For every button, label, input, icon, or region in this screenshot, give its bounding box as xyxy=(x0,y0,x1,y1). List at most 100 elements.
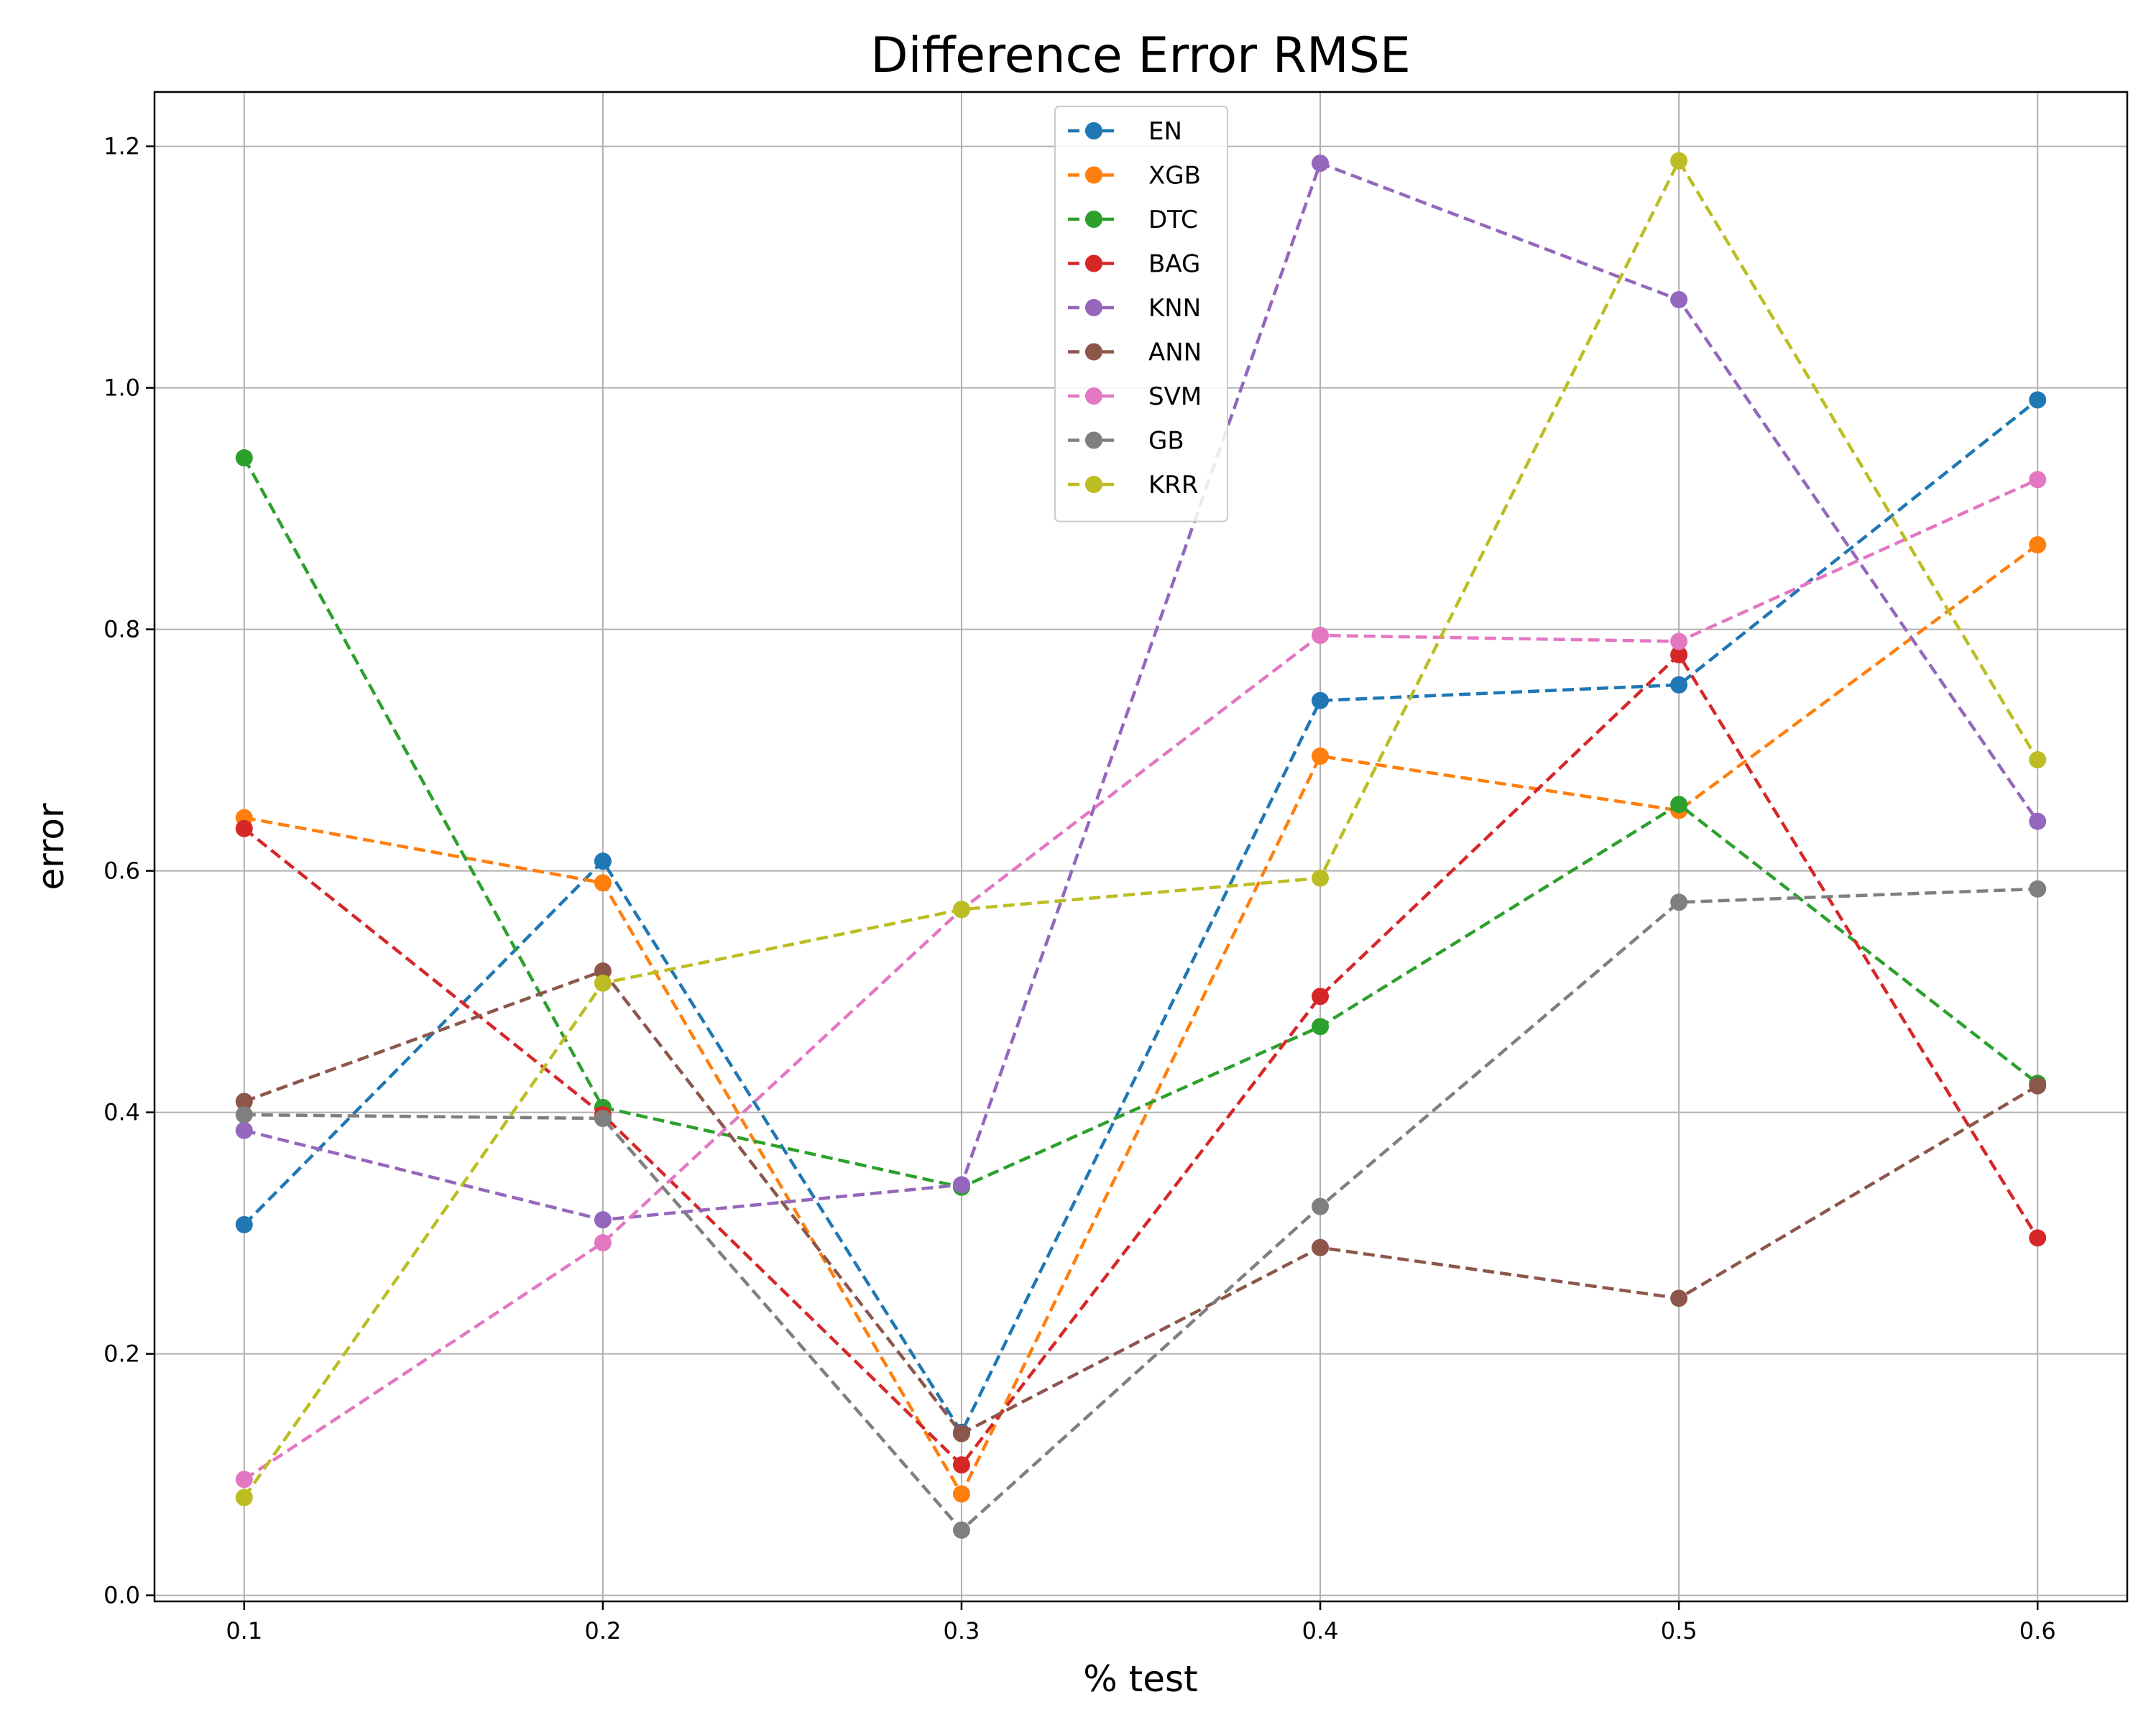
data-point-en xyxy=(594,852,612,870)
data-point-ann xyxy=(235,1092,253,1110)
data-point-gb xyxy=(235,1105,253,1123)
legend-label-gb: GB xyxy=(1148,427,1184,456)
data-point-ann xyxy=(1670,1289,1688,1307)
x-axis-label: % test xyxy=(1083,1658,1197,1700)
legend-label-xgb: XGB xyxy=(1148,162,1201,190)
series-line-dtc xyxy=(242,456,2039,1190)
y-tick-label: 0.2 xyxy=(103,1340,140,1368)
data-point-svm xyxy=(235,1471,253,1489)
y-tick-label: 1.0 xyxy=(103,374,140,402)
legend-marker-xgb xyxy=(1085,166,1102,184)
series-en xyxy=(235,391,2047,1441)
data-point-svm xyxy=(594,1234,612,1252)
series-line-bag xyxy=(243,653,2040,1467)
legend-marker-svm xyxy=(1085,387,1102,405)
data-point-xgb xyxy=(1312,748,1330,765)
legend-box xyxy=(1054,106,1228,523)
data-point-gb xyxy=(1312,1197,1330,1215)
data-point-xgb xyxy=(594,874,612,892)
legend-marker-en xyxy=(1085,122,1102,139)
series-line-knn xyxy=(244,161,2040,1222)
data-point-en xyxy=(235,1215,253,1233)
x-tick-label: 0.4 xyxy=(1302,1617,1339,1644)
x-tick-label: 0.2 xyxy=(584,1617,621,1644)
series-dtc xyxy=(235,449,2047,1196)
data-point-dtc xyxy=(1312,1018,1330,1036)
legend-label-krr: KRR xyxy=(1148,471,1199,500)
data-point-bag xyxy=(952,1456,970,1474)
y-tick-label: 0.6 xyxy=(103,857,140,885)
chart-title: Difference Error RMSE xyxy=(870,27,1411,84)
legend-marker-bag xyxy=(1085,254,1102,272)
y-tick-label: 1.2 xyxy=(103,133,140,160)
series-line-svm xyxy=(243,478,2039,1481)
legend-label-dtc: DTC xyxy=(1148,206,1198,234)
series-line-en xyxy=(243,398,2039,1435)
y-tick-label: 0.0 xyxy=(103,1582,140,1609)
data-point-ann xyxy=(594,962,612,980)
series-svm xyxy=(235,471,2047,1489)
data-point-knn xyxy=(1670,290,1688,308)
series-krr xyxy=(235,152,2047,1506)
data-point-en xyxy=(1312,691,1330,709)
legend: EN XGB DTC BAG KNN ANN SVM GB KRR xyxy=(1054,106,1228,523)
axis-ticks: 0.1 0.2 0.3 0.4 0.5 0.6 0.0 0.2 0.4 0.6 0.8 1.0 1.2 xyxy=(103,133,2056,1644)
data-point-knn xyxy=(594,1211,612,1229)
data-point-dtc xyxy=(1670,796,1688,814)
data-point-krr xyxy=(2029,751,2047,769)
legend-label-bag: BAG xyxy=(1148,250,1200,279)
legend-marker-gb xyxy=(1085,431,1102,449)
series-layer xyxy=(235,152,2047,1539)
y-tick-label: 0.8 xyxy=(103,616,140,643)
data-point-en xyxy=(2029,391,2047,409)
data-point-knn xyxy=(952,1176,970,1194)
data-point-en xyxy=(1670,676,1688,694)
data-point-krr xyxy=(952,901,970,919)
series-line-ann xyxy=(244,969,2039,1435)
data-point-gb xyxy=(2029,880,2047,898)
data-point-xgb xyxy=(952,1485,970,1503)
data-point-krr xyxy=(235,1489,253,1506)
data-point-gb xyxy=(594,1110,612,1127)
data-point-ann xyxy=(2029,1077,2047,1095)
legend-label-ann: ANN xyxy=(1148,339,1202,367)
data-point-ann xyxy=(1312,1238,1330,1256)
data-point-svm xyxy=(1670,632,1688,650)
data-point-knn xyxy=(1312,155,1330,172)
data-point-bag xyxy=(1312,988,1330,1006)
legend-label-svm: SVM xyxy=(1148,382,1202,411)
x-tick-label: 0.3 xyxy=(944,1617,980,1644)
series-line-xgb xyxy=(244,543,2039,1496)
data-point-knn xyxy=(2029,812,2047,830)
series-ann xyxy=(235,962,2047,1443)
legend-marker-ann xyxy=(1085,343,1102,361)
data-point-svm xyxy=(2029,471,2047,489)
data-point-ann xyxy=(952,1425,970,1443)
data-point-xgb xyxy=(2029,536,2047,553)
legend-marker-knn xyxy=(1085,299,1102,316)
legend-marker-krr xyxy=(1085,476,1102,493)
y-axis-label: error xyxy=(30,803,72,890)
legend-label-en: EN xyxy=(1148,117,1182,146)
series-line-krr xyxy=(242,159,2040,1499)
series-bag xyxy=(235,645,2047,1474)
legend-label-knn: KNN xyxy=(1148,294,1201,323)
data-point-krr xyxy=(594,974,612,992)
plot-frame xyxy=(153,91,2129,1603)
data-point-svm xyxy=(1312,627,1330,644)
data-point-krr xyxy=(1312,869,1330,887)
x-tick-label: 0.5 xyxy=(1661,1617,1697,1644)
x-tick-label: 0.1 xyxy=(226,1617,262,1644)
data-point-knn xyxy=(235,1121,253,1139)
data-point-bag xyxy=(235,819,253,837)
data-point-krr xyxy=(1670,152,1688,170)
series-knn xyxy=(235,155,2047,1229)
data-point-bag xyxy=(1670,645,1688,663)
series-xgb xyxy=(235,536,2047,1503)
series-gb xyxy=(235,880,2047,1539)
series-line-gb xyxy=(244,887,2038,1532)
data-point-gb xyxy=(952,1521,970,1539)
x-tick-label: 0.6 xyxy=(2019,1617,2056,1644)
data-point-bag xyxy=(2029,1229,2047,1247)
